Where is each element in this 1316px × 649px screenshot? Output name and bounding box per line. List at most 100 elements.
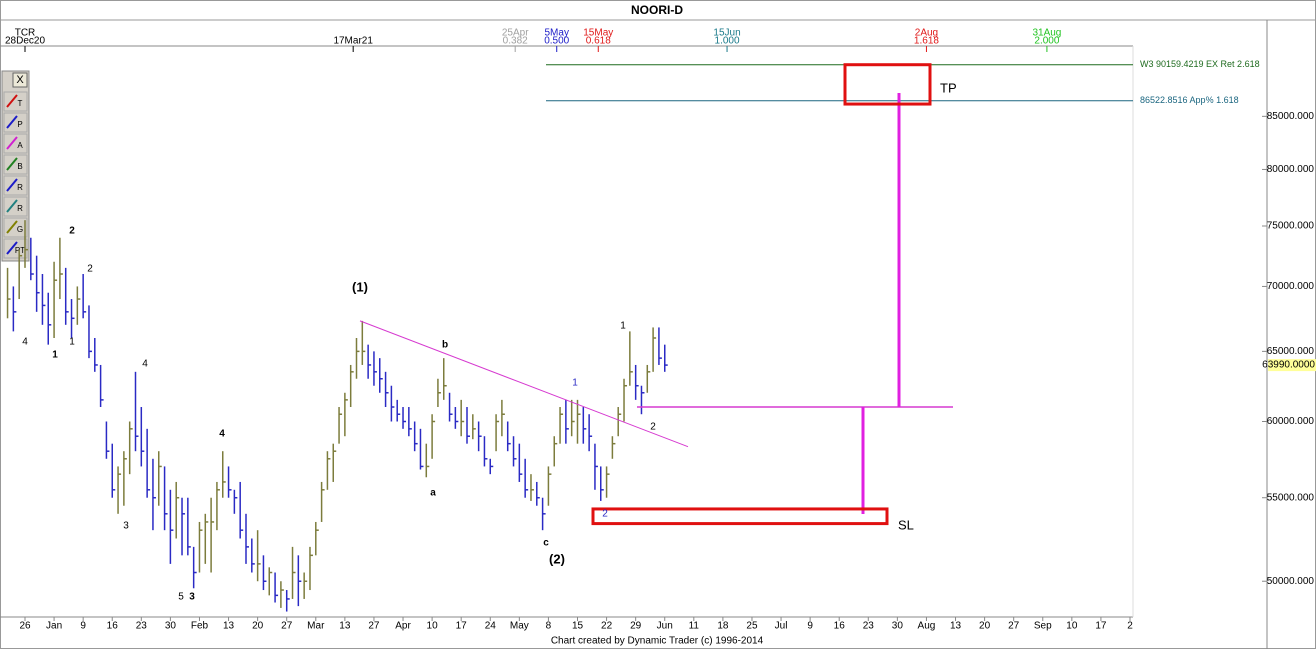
x-tick-label: Sep	[1034, 621, 1052, 632]
time-marker-value: 0.382	[503, 36, 528, 47]
wave-label: (2)	[549, 551, 565, 566]
x-tick-label: 23	[136, 621, 148, 632]
toolbar-button[interactable]	[3, 112, 28, 133]
x-tick-label: Feb	[191, 621, 209, 632]
wave-label: 1	[52, 350, 58, 361]
last-price-box	[1268, 359, 1316, 372]
toolbar-button[interactable]	[3, 175, 28, 196]
y-tick-label: 55000.000	[1267, 492, 1315, 503]
footer: Chart created by Dynamic Trader (c) 1996…	[551, 636, 764, 647]
chart-title: NOORI-D	[631, 3, 683, 17]
x-tick-label: 26	[19, 621, 31, 632]
x-tick-label: 9	[807, 621, 813, 632]
toolbar-close[interactable]	[12, 72, 28, 88]
toolbar-tool-label: B	[17, 162, 22, 171]
wave-label: 4	[22, 337, 28, 348]
toolbar-button[interactable]	[3, 217, 28, 238]
wave-label: c	[543, 538, 549, 549]
toolbar-button[interactable]	[3, 196, 28, 217]
x-tick-label: 20	[979, 621, 991, 632]
wave-label: 3	[189, 592, 195, 603]
wave-label: 1	[620, 321, 626, 332]
toolbar-button[interactable]	[3, 238, 28, 259]
toolbar-tool-label: R	[17, 183, 23, 192]
price-level-label: 86522.8516 App% 1.618	[1140, 95, 1239, 105]
y-tick-label: 70000.000	[1267, 281, 1315, 292]
y-tick-label: 80000.000	[1267, 164, 1315, 175]
toolbar-tool-label: G	[17, 225, 23, 234]
x-tick-label: 10	[427, 621, 439, 632]
wave-label: 4	[142, 359, 148, 370]
x-tick-label: 29	[630, 621, 642, 632]
toolbar-icon	[6, 220, 18, 234]
x-tick-label: 27	[1008, 621, 1020, 632]
wave-label: 2	[650, 422, 656, 433]
wave-label: a	[430, 488, 436, 499]
x-tick-label: Apr	[395, 621, 411, 632]
x-tick-label: 10	[1066, 621, 1078, 632]
x-tick-label: 27	[368, 621, 380, 632]
x-tick-label: Jun	[657, 621, 673, 632]
wave-label: 2	[602, 509, 608, 520]
x-tick-label: 18	[717, 621, 729, 632]
x-tick-label: 9	[80, 621, 86, 632]
time-marker-label: 5May	[545, 28, 569, 39]
y-tick-label: 75000.000	[1267, 221, 1315, 232]
x-tick-label: 2	[1127, 621, 1133, 632]
time-marker-value: 0.618	[586, 36, 611, 47]
time-marker-value: 1.000	[715, 36, 740, 47]
toolbar-icon	[6, 136, 18, 150]
time-marker-value: 1.618	[914, 36, 939, 47]
stop-label: SL	[898, 517, 914, 532]
price-level-label: W3 90159.4219 EX Ret 2.618	[1140, 59, 1260, 69]
time-marker-label: 31Aug	[1032, 28, 1061, 39]
wave-label: 2	[69, 226, 75, 237]
toolbar-close-label: X	[16, 74, 24, 86]
x-tick-label: 17	[456, 621, 468, 632]
toolbar-tool-label: PT	[15, 246, 25, 255]
time-marker-value: 2.000	[1034, 36, 1059, 47]
time-marker-label: 15May	[583, 28, 613, 39]
x-tick-label: 30	[892, 621, 904, 632]
x-tick-label: 17	[1095, 621, 1107, 632]
target-label: TP	[940, 80, 957, 95]
x-tick-label: 15	[572, 621, 584, 632]
toolbar-icon	[6, 241, 18, 255]
time-marker-label: 15Jun	[713, 28, 740, 39]
time-marker-value: 17Mar21	[333, 36, 373, 47]
x-tick-label: 8	[546, 621, 552, 632]
x-tick-label: 13	[223, 621, 235, 632]
x-tick-label: 13	[339, 621, 351, 632]
time-marker-label: 25Apr	[502, 28, 529, 39]
toolbar-icon	[6, 115, 18, 129]
trendline	[359, 320, 689, 448]
y-tick-label: 60000.000	[1267, 416, 1315, 427]
toolbar-icon	[6, 178, 18, 192]
toolbar-button[interactable]	[3, 133, 28, 154]
toolbar-icon	[6, 157, 18, 171]
x-tick-label: Mar	[307, 621, 325, 632]
x-tick-label: 11	[689, 621, 700, 632]
time-marker-label: TCR	[15, 28, 36, 39]
wave-label: (1)	[352, 279, 368, 294]
wave-label: 1	[572, 378, 578, 389]
x-tick-label: Jan	[46, 621, 62, 632]
toolbar-button[interactable]	[3, 154, 28, 175]
x-tick-label: Jul	[775, 621, 788, 632]
toolbar-icon	[6, 94, 18, 108]
x-tick-label: 20	[252, 621, 264, 632]
x-tick-label: 30	[165, 621, 177, 632]
y-tick-label: 85000.000	[1267, 111, 1315, 122]
toolbar-tool-label: R	[17, 204, 23, 213]
y-tick-label: 65000.000	[1267, 346, 1315, 357]
toolbar-button[interactable]	[3, 91, 28, 112]
wave-label: 2	[87, 264, 93, 275]
x-tick-label: Aug	[918, 621, 936, 632]
wave-label: 3	[123, 521, 129, 532]
toolbar-icon	[6, 199, 18, 213]
wave-label: 5	[178, 592, 184, 603]
last-price-label: 63990.0000	[1262, 360, 1315, 371]
wave-label: 4	[219, 429, 225, 440]
